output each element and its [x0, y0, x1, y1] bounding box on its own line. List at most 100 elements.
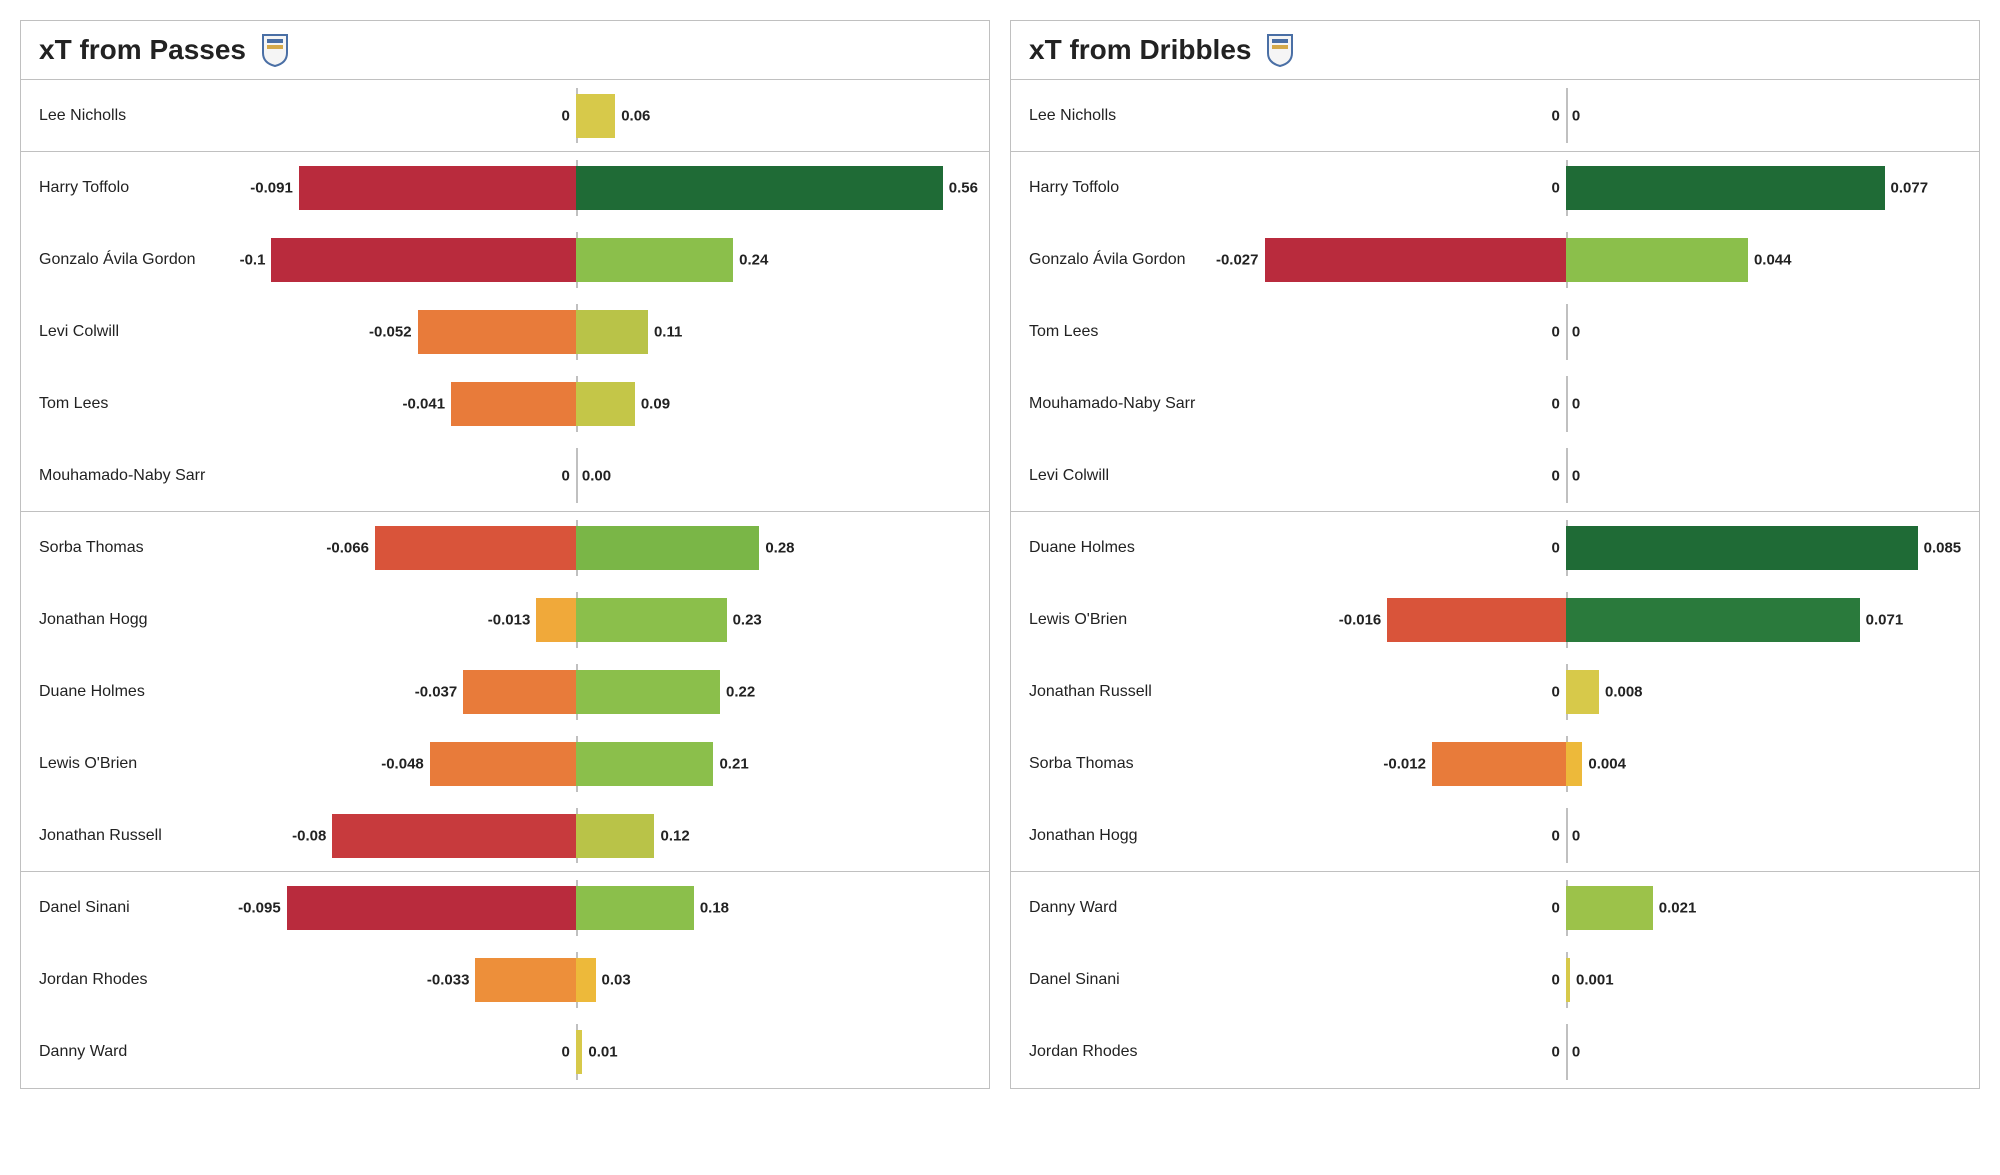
- bar-positive: [1566, 526, 1918, 570]
- player-name: Jonathan Russell: [39, 827, 239, 845]
- bar-label-negative: 0: [562, 107, 570, 124]
- bar-positive: [576, 1030, 583, 1074]
- player-name: Lewis O'Brien: [1029, 611, 1229, 629]
- bar-label-positive: 0: [1572, 467, 1580, 484]
- team-crest-icon: [261, 33, 289, 67]
- player-row: Lewis O'Brien-0.0160.071: [1011, 584, 1979, 656]
- zero-line: [1566, 88, 1568, 143]
- bar-negative: [1387, 598, 1566, 642]
- bar-area: -0.0950.18: [241, 872, 969, 944]
- panel-header: xT from Passes: [21, 21, 989, 80]
- player-row: Gonzalo Ávila Gordon-0.10.24: [21, 224, 989, 296]
- bar-area: 00.01: [241, 1016, 969, 1088]
- bar-positive: [576, 310, 648, 354]
- panel-passes: xT from Passes Lee Nicholls00.06Harry To…: [20, 20, 990, 1089]
- charts-container: xT from Passes Lee Nicholls00.06Harry To…: [20, 20, 1980, 1089]
- bar-label-negative: -0.013: [488, 612, 531, 629]
- player-row: Mouhamado-Naby Sarr00.00: [21, 440, 989, 512]
- player-name: Levi Colwill: [39, 323, 239, 341]
- bar-label-positive: 0.12: [661, 827, 690, 844]
- bar-label-negative: 0: [562, 467, 570, 484]
- player-row: Harry Toffolo00.077: [1011, 152, 1979, 224]
- player-row: Jordan Rhodes-0.0330.03: [21, 944, 989, 1016]
- player-name: Danel Sinani: [1029, 971, 1229, 989]
- bar-positive: [576, 94, 615, 138]
- player-name: Sorba Thomas: [39, 539, 239, 557]
- player-name: Mouhamado-Naby Sarr: [39, 467, 239, 485]
- player-row: Jonathan Hogg00: [1011, 800, 1979, 872]
- bar-label-positive: 0.008: [1605, 684, 1643, 701]
- bar-label-positive: 0.071: [1866, 612, 1904, 629]
- bar-label-positive: 0: [1572, 396, 1580, 413]
- player-row: Levi Colwill -0.052 0.11: [21, 296, 989, 368]
- rows-passes: Lee Nicholls00.06Harry Toffolo-0.0910.56…: [21, 80, 989, 1088]
- bar-label-positive: 0.021: [1659, 900, 1697, 917]
- bar-label-positive: 0.28: [765, 540, 794, 557]
- player-name: Sorba Thomas: [1029, 755, 1229, 773]
- bar-area: -0.0120.004: [1231, 728, 1959, 800]
- bar-label-negative: 0: [1552, 900, 1560, 917]
- bar-area: -0.08 0.12: [241, 800, 969, 871]
- team-crest-icon: [1266, 33, 1294, 67]
- bar-negative: [299, 166, 576, 210]
- bar-area: -0.10.24: [241, 224, 969, 296]
- panel-title: xT from Passes: [39, 34, 246, 66]
- bar-label-negative: 0: [1552, 684, 1560, 701]
- player-name: Danny Ward: [39, 1043, 239, 1061]
- bar-label-positive: 0.21: [719, 756, 748, 773]
- bar-positive: [576, 958, 596, 1002]
- bar-area: 00.06: [241, 80, 969, 151]
- bar-positive: [576, 886, 694, 930]
- bar-area: -0.0130.23: [241, 584, 969, 656]
- bar-positive: [576, 742, 714, 786]
- bar-negative: [451, 382, 576, 426]
- bar-area: 00.001: [1231, 944, 1959, 1016]
- bar-label-positive: 0.077: [1891, 180, 1929, 197]
- bar-area: -0.0660.28: [241, 512, 969, 584]
- bar-positive: [1566, 886, 1653, 930]
- player-row: Levi Colwill00: [1011, 440, 1979, 512]
- bar-positive: [1566, 598, 1860, 642]
- player-row: Danny Ward00.01: [21, 1016, 989, 1088]
- bar-label-negative: -0.091: [250, 180, 293, 197]
- bar-negative: [463, 670, 576, 714]
- player-name: Tom Lees: [1029, 323, 1229, 341]
- bar-area: -0.0480.21: [241, 728, 969, 800]
- player-row: Duane Holmes00.085: [1011, 512, 1979, 584]
- zero-line: [1566, 304, 1568, 360]
- bar-positive: [576, 598, 727, 642]
- player-name: Jordan Rhodes: [1029, 1043, 1229, 1061]
- bar-label-negative: -0.08: [292, 827, 326, 844]
- player-row: Harry Toffolo-0.0910.56: [21, 152, 989, 224]
- bar-area: 00: [1231, 368, 1959, 440]
- player-row: Lee Nicholls00: [1011, 80, 1979, 152]
- player-name: Jonathan Russell: [1029, 683, 1229, 701]
- bar-label-negative: 0: [1552, 324, 1560, 341]
- bar-area: 0 0.021: [1231, 872, 1959, 944]
- player-row: Jordan Rhodes00: [1011, 1016, 1979, 1088]
- bar-label-negative: -0.052: [369, 324, 412, 341]
- bar-label-negative: -0.027: [1216, 252, 1259, 269]
- bar-area: -0.052 0.11: [241, 296, 969, 368]
- player-name: Jonathan Hogg: [39, 611, 239, 629]
- player-row: Mouhamado-Naby Sarr00: [1011, 368, 1979, 440]
- bar-label-positive: 0.11: [654, 324, 682, 341]
- bar-negative: [271, 238, 575, 282]
- bar-positive: [1566, 166, 1885, 210]
- bar-label-negative: -0.095: [238, 900, 281, 917]
- bar-positive: [1566, 670, 1599, 714]
- bar-label-positive: 0.044: [1754, 252, 1792, 269]
- player-row: Jonathan Russell 0 0.008: [1011, 656, 1979, 728]
- player-row: Duane Holmes-0.0370.22: [21, 656, 989, 728]
- bar-area: -0.0370.22: [241, 656, 969, 728]
- player-row: Lewis O'Brien-0.0480.21: [21, 728, 989, 800]
- player-name: Jordan Rhodes: [39, 971, 239, 989]
- bar-label-negative: 0: [1552, 972, 1560, 989]
- player-row: Jonathan Hogg-0.0130.23: [21, 584, 989, 656]
- bar-label-negative: -0.033: [427, 972, 470, 989]
- bar-area: -0.0270.044: [1231, 224, 1959, 296]
- bar-positive: [576, 670, 720, 714]
- bar-label-negative: -0.012: [1383, 756, 1426, 773]
- player-name: Danny Ward: [1029, 899, 1229, 917]
- bar-area: 00: [1231, 800, 1959, 871]
